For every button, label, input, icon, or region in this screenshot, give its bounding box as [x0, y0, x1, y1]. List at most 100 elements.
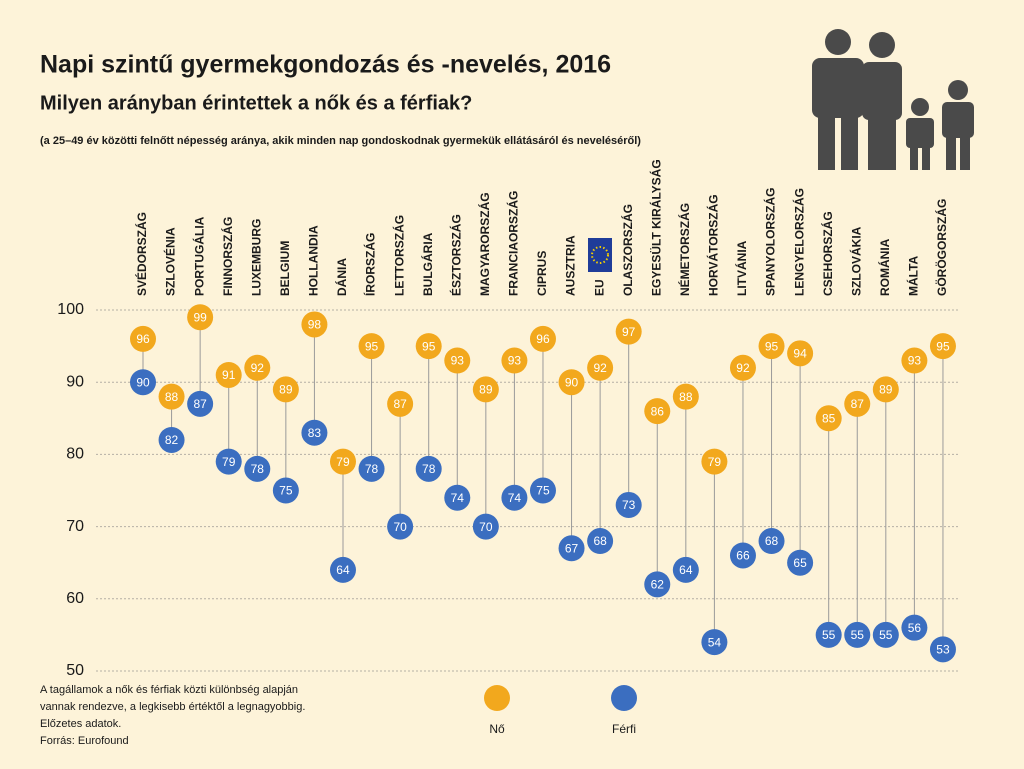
data-label: 83 [308, 426, 322, 440]
data-label: 95 [765, 339, 779, 353]
dot [415, 333, 442, 360]
data-label: 91 [222, 368, 236, 382]
data-label: 68 [593, 534, 607, 548]
y-tick-label: 70 [66, 518, 84, 535]
data-label: 92 [251, 361, 265, 375]
dot [672, 383, 699, 410]
data-label: 87 [851, 397, 865, 411]
dot [358, 333, 385, 360]
dot [758, 333, 785, 360]
x-tick-label: LETTORSZÁG [391, 215, 406, 296]
data-label: 64 [336, 563, 350, 577]
footnote: A tagállamok a nők és férfiak közti külö… [40, 684, 298, 696]
data-label: 93 [451, 354, 465, 368]
dot [901, 614, 928, 641]
y-tick-label: 80 [66, 446, 84, 463]
data-label: 74 [451, 491, 465, 505]
data-label: 73 [622, 498, 636, 512]
data-label: 88 [165, 390, 179, 404]
dot [158, 383, 185, 410]
dot [701, 629, 728, 656]
data-label: 75 [536, 484, 550, 498]
x-tick-label: BELGIUM [278, 241, 292, 296]
data-label: 82 [165, 433, 179, 447]
x-tick-label: EU [592, 279, 606, 296]
data-label: 74 [508, 491, 522, 505]
data-label: 96 [536, 332, 550, 346]
footnote: Forrás: Eurofound [40, 735, 129, 747]
data-label: 95 [422, 339, 436, 353]
x-tick-label: SZLOVÁKIA [848, 226, 863, 296]
dot [130, 325, 156, 352]
dot [358, 455, 385, 482]
data-label: 90 [565, 375, 579, 389]
x-tick-label: SVÉDORSZÁG [134, 212, 149, 296]
dot [501, 347, 528, 374]
data-label: 95 [365, 339, 379, 353]
data-label: 93 [508, 354, 522, 368]
y-tick-label: 90 [66, 373, 84, 390]
x-tick-label: CIPRUS [535, 251, 549, 296]
x-tick-label: ÉSZTORSZÁG [448, 214, 463, 296]
x-tick-label: SZLOVÉNIA [163, 227, 178, 296]
x-tick-label: HORVÁTORSZÁG [706, 194, 721, 296]
data-label: 87 [393, 397, 407, 411]
data-label: 55 [851, 628, 865, 642]
dot [501, 484, 528, 511]
data-label: 70 [479, 520, 493, 534]
dot [844, 390, 871, 417]
data-label: 89 [279, 383, 293, 397]
x-tick-label: DÁNIA [334, 258, 349, 296]
dot [929, 333, 956, 360]
legend-swatch [484, 685, 510, 711]
data-label: 79 [222, 455, 236, 469]
dot [672, 556, 699, 583]
x-tick-label: LENGYELORSZÁG [791, 188, 806, 296]
dot [558, 369, 585, 396]
data-label: 54 [708, 635, 722, 649]
dot [929, 636, 956, 663]
dot [329, 448, 356, 475]
x-tick-label: OLASZORSZÁG [620, 204, 635, 296]
dot [701, 448, 728, 475]
x-tick-label: BULGÁRIA [420, 232, 435, 296]
dot [615, 318, 642, 345]
dot [787, 549, 814, 576]
dot [644, 398, 671, 425]
dot [387, 390, 414, 417]
data-label: 55 [879, 628, 893, 642]
x-tick-label: AUSZTRIA [564, 235, 578, 296]
y-tick-label: 60 [66, 590, 84, 607]
family-icon [812, 29, 974, 170]
dot [529, 325, 556, 352]
dot [815, 405, 842, 432]
x-tick-label: FRANCIAORSZÁG [506, 191, 521, 296]
x-tick-label: ÍRORSZÁG [363, 233, 378, 296]
data-label: 99 [193, 310, 207, 324]
dot [444, 347, 471, 374]
chart-title: Napi szintű gyermekgondozás és -nevelés,… [40, 51, 611, 79]
data-label: 89 [879, 383, 893, 397]
data-label: 79 [708, 455, 722, 469]
data-label: 97 [622, 325, 636, 339]
data-label: 65 [793, 556, 807, 570]
x-tick-label: MAGYARORSZÁG [477, 192, 492, 296]
data-label: 78 [365, 462, 379, 476]
data-label: 93 [908, 354, 922, 368]
x-tick-label: HOLLANDIA [307, 225, 321, 296]
x-tick-label: CSEHORSZÁG [820, 211, 835, 296]
data-label: 95 [936, 339, 950, 353]
dot [472, 376, 499, 403]
data-label: 87 [193, 397, 207, 411]
x-tick-label: FINNORSZÁG [220, 217, 235, 296]
data-label: 56 [908, 621, 922, 635]
dot [472, 513, 499, 540]
x-tick-label: SPANYOLORSZÁG [763, 188, 778, 296]
data-label: 88 [679, 390, 693, 404]
data-label: 85 [822, 411, 836, 425]
data-label: 70 [393, 520, 407, 534]
data-label: 66 [736, 549, 750, 563]
legend-swatch [611, 685, 637, 711]
dot [130, 369, 156, 396]
